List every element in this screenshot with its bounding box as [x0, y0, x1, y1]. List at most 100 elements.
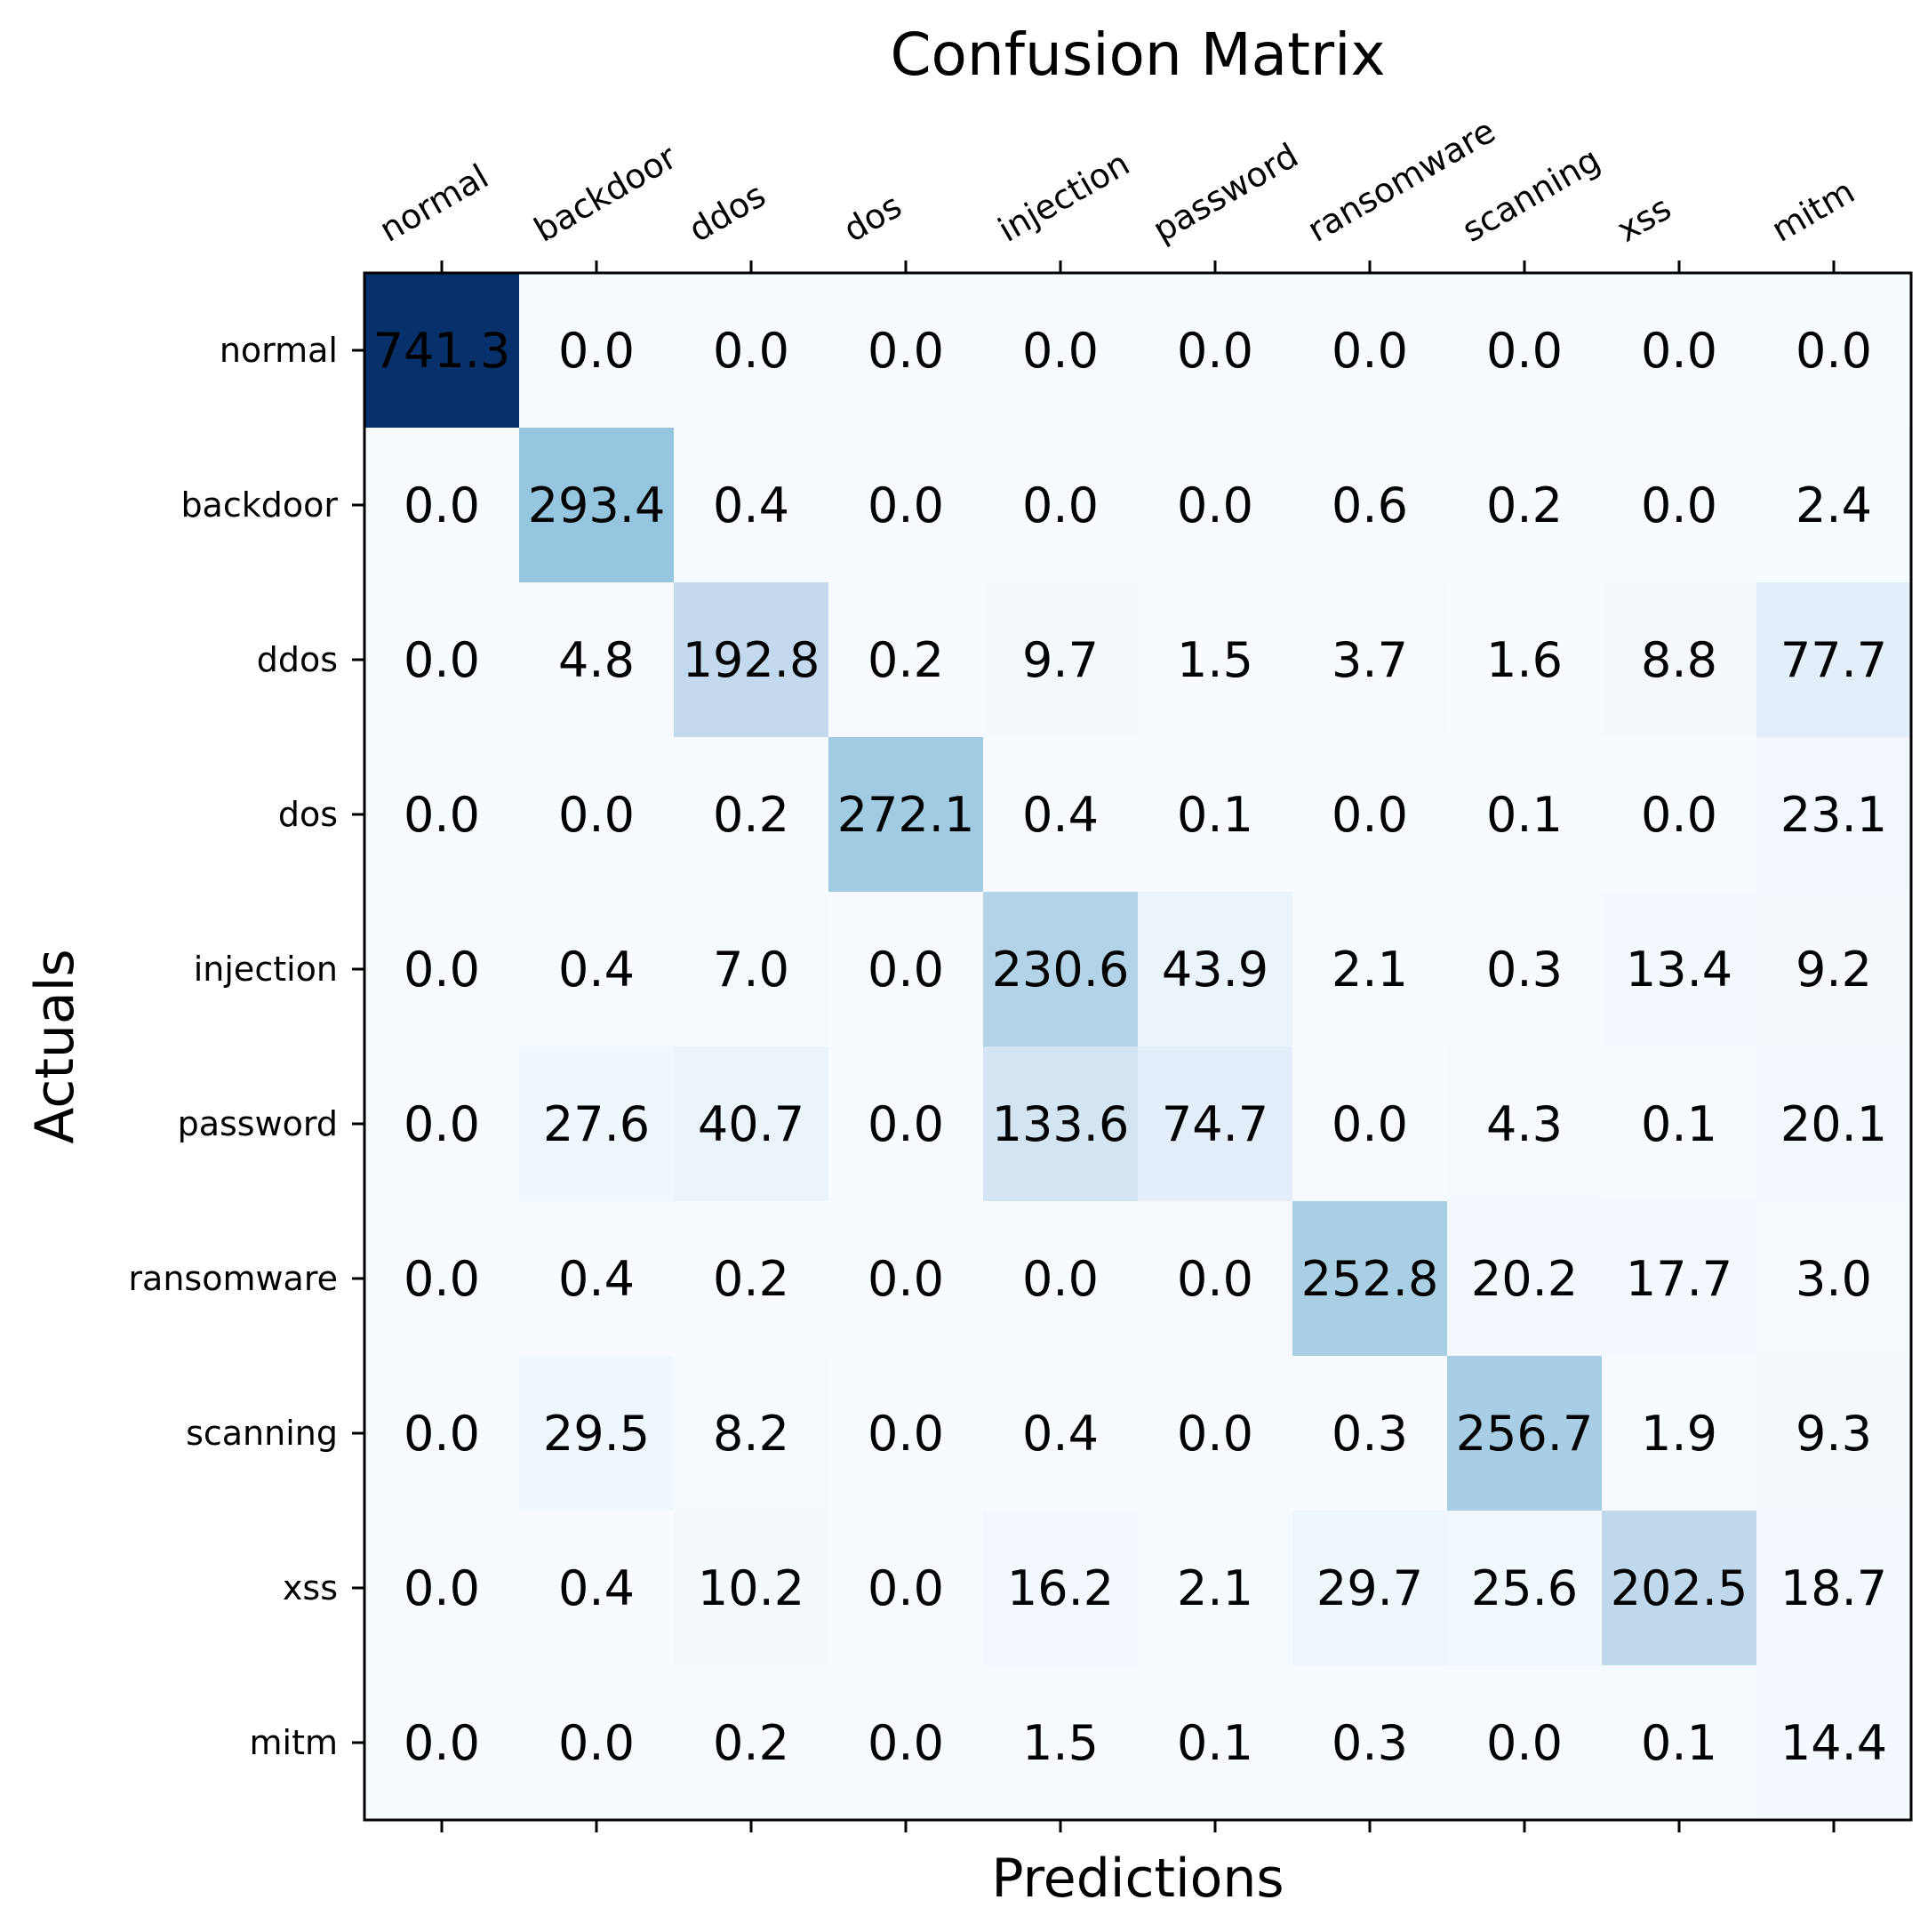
- heatmap-cell: [1138, 1201, 1293, 1357]
- heatmap-cell: [1447, 1511, 1603, 1666]
- heatmap-cell: [828, 273, 984, 429]
- heatmap-cell: [1138, 1356, 1293, 1511]
- heatmap-cell: [1292, 1201, 1448, 1357]
- heatmap-cell: [364, 428, 520, 583]
- cell-value-label: 0.0: [404, 787, 480, 843]
- x-tick-label: xss: [1611, 188, 1678, 250]
- cell-value-label: 0.4: [1022, 787, 1099, 843]
- cell-value-label: 20.2: [1471, 1251, 1578, 1307]
- cell-value-label: 0.2: [1486, 477, 1563, 533]
- cell-value-label: 0.2: [868, 632, 944, 688]
- cell-value-label: 0.1: [1177, 787, 1253, 843]
- cell-value-label: 0.2: [713, 787, 789, 843]
- heatmap-cells: [364, 273, 1912, 1821]
- heatmap-cell: [1447, 1356, 1603, 1511]
- heatmap-cell: [1602, 428, 1757, 583]
- cell-value-label: 0.0: [558, 323, 635, 379]
- heatmap-cell: [364, 892, 520, 1047]
- heatmap-cell: [519, 428, 675, 583]
- heatmap-cell: [1138, 582, 1293, 738]
- cell-value-label: 29.7: [1316, 1560, 1423, 1616]
- heatmap-cell: [983, 582, 1139, 738]
- cell-value-label: 0.0: [1022, 477, 1099, 533]
- heatmap-cell: [1756, 582, 1912, 738]
- cell-value-label: 230.6: [992, 942, 1130, 998]
- cell-value-label: 0.3: [1332, 1715, 1408, 1771]
- y-tick-label: ddos: [257, 640, 338, 679]
- heatmap-cell: [1602, 273, 1757, 429]
- x-tick-label: password: [1147, 135, 1305, 249]
- cell-value-label: 13.4: [1626, 942, 1732, 998]
- y-tick-label: ransomware: [128, 1259, 338, 1298]
- heatmap-cell: [1447, 428, 1603, 583]
- heatmap-cell: [519, 1046, 675, 1202]
- heatmap-cell: [364, 1356, 520, 1511]
- heatmap-cell: [828, 892, 984, 1047]
- cell-value-label: 43.9: [1162, 942, 1268, 998]
- heatmap-cell: [983, 1201, 1139, 1357]
- cell-value-label: 77.7: [1780, 632, 1887, 688]
- cell-value-label: 0.1: [1177, 1715, 1253, 1771]
- x-tick-label: dos: [837, 186, 908, 250]
- cell-value-label: 741.3: [373, 323, 511, 379]
- cell-value-label: 0.0: [868, 1715, 944, 1771]
- cell-value-label: 0.0: [404, 1715, 480, 1771]
- x-tick-label: mitm: [1765, 172, 1861, 250]
- heatmap-cell: [983, 892, 1139, 1047]
- cell-value-label: 0.0: [868, 323, 944, 379]
- cell-value-label: 0.0: [404, 1251, 480, 1307]
- heatmap-cell: [519, 892, 675, 1047]
- cell-value-label: 0.4: [558, 1251, 635, 1307]
- heatmap-cell: [364, 1511, 520, 1666]
- cell-value-label: 0.0: [868, 1406, 944, 1462]
- cell-value-label: 0.4: [558, 1560, 635, 1616]
- heatmap-cell: [1756, 737, 1912, 893]
- heatmap-cell: [1292, 1356, 1448, 1511]
- y-tick-label: scanning: [186, 1414, 338, 1453]
- heatmap-cell: [1138, 273, 1293, 429]
- cell-value-label: 17.7: [1626, 1251, 1732, 1307]
- cell-value-label: 7.0: [713, 942, 789, 998]
- heatmap-cell: [1756, 1356, 1912, 1511]
- cell-value-label: 8.8: [1641, 632, 1717, 688]
- cell-value-label: 0.0: [1177, 1251, 1253, 1307]
- heatmap-cell: [1756, 1201, 1912, 1357]
- y-axis-ticks: normal backdoor ddos dos injection password ra…: [128, 331, 364, 1762]
- heatmap-cell: [1447, 737, 1603, 893]
- cell-value-label: 4.8: [558, 632, 635, 688]
- y-tick-label: dos: [278, 795, 338, 834]
- cell-value-label: 0.2: [713, 1251, 789, 1307]
- heatmap-cell: [1447, 1201, 1603, 1357]
- heatmap-cell: [828, 428, 984, 583]
- cell-value-label: 0.4: [1022, 1406, 1099, 1462]
- heatmap-cell: [983, 1356, 1139, 1511]
- heatmap-cell: [519, 1665, 675, 1821]
- cell-value-label: 293.4: [528, 477, 666, 533]
- heatmap-cell: [1138, 737, 1293, 893]
- cell-value-label: 3.7: [1332, 632, 1408, 688]
- heatmap-cell: [674, 737, 829, 893]
- cell-value-label: 272.1: [837, 787, 975, 843]
- cell-value-label: 4.3: [1486, 1096, 1563, 1152]
- cell-value-label: 8.2: [713, 1406, 789, 1462]
- heatmap-cell: [674, 1201, 829, 1357]
- heatmap-cell: [1138, 892, 1293, 1047]
- heatmap-cell: [1756, 892, 1912, 1047]
- cell-value-label: 133.6: [992, 1096, 1130, 1152]
- cell-value-label: 14.4: [1780, 1715, 1887, 1771]
- y-tick-label: mitm: [250, 1723, 339, 1762]
- heatmap-cell: [1756, 1511, 1912, 1666]
- heatmap-cell: [1602, 1511, 1757, 1666]
- heatmap-cell: [1138, 1046, 1293, 1202]
- x-axis-label: Predictions: [991, 1848, 1284, 1910]
- cell-value-label: 0.4: [558, 942, 635, 998]
- heatmap-cell: [983, 1665, 1139, 1821]
- cell-value-label: 16.2: [1007, 1560, 1114, 1616]
- cell-value-label: 0.0: [868, 1096, 944, 1152]
- cell-value-label: 40.7: [698, 1096, 804, 1152]
- cell-value-label: 0.0: [1177, 1406, 1253, 1462]
- heatmap-cell: [1602, 582, 1757, 738]
- heatmap-cell: [1292, 892, 1448, 1047]
- cell-value-label: 0.1: [1641, 1715, 1717, 1771]
- heatmap-cell: [1602, 892, 1757, 1047]
